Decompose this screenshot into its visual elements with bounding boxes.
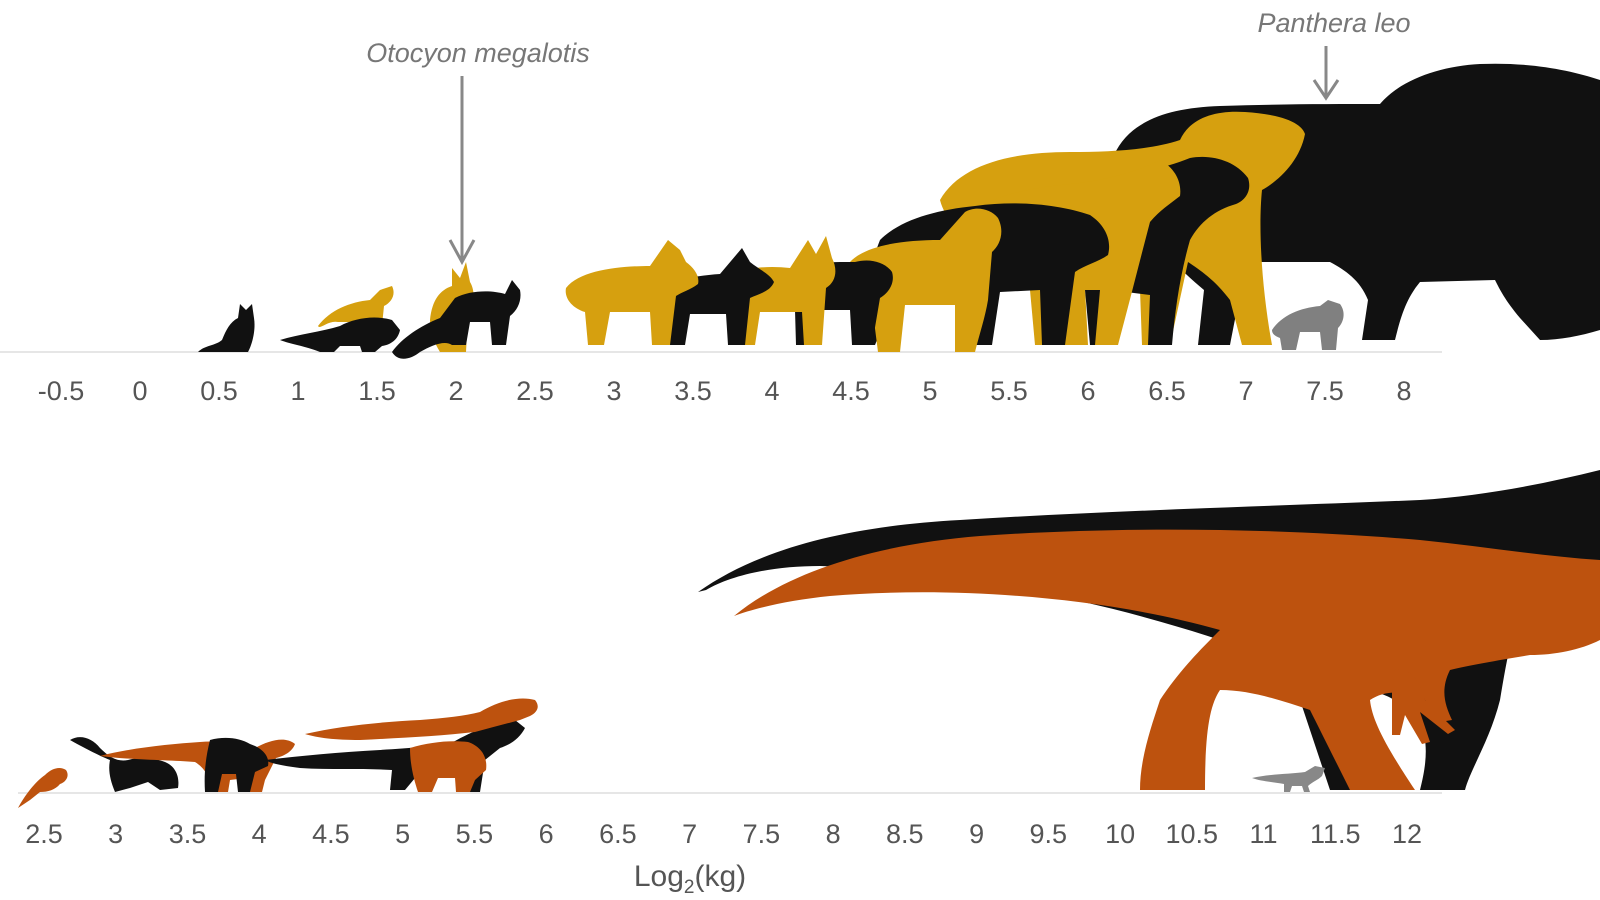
theropod-hand-orange-silhouette <box>1392 669 1455 744</box>
tick-label: 4 <box>764 376 779 406</box>
tick-label: 6.5 <box>599 819 637 849</box>
caracal-gold-silhouette <box>719 236 836 345</box>
tick-label: 1.5 <box>358 376 396 406</box>
tick-label: 6.5 <box>1148 376 1186 406</box>
annotation-otocyon-label: Otocyon megalotis <box>366 38 590 68</box>
tick-label: 3.5 <box>169 819 207 849</box>
tick-label: 5 <box>922 376 937 406</box>
tick-label: 0 <box>132 376 147 406</box>
tick-label: 5.5 <box>456 819 494 849</box>
tick-label: 11.5 <box>1310 819 1361 849</box>
tick-label: 4 <box>252 819 267 849</box>
x-axis-label-subscript: 2 <box>684 877 695 898</box>
gold-canid-middle-silhouette <box>844 208 1002 352</box>
bottom-panel: 2.5 3 3.5 4 4.5 5 5.5 6 6.5 7 7.5 8 8.5 9 9.5 10 10.5 11 1… <box>18 470 1600 898</box>
tiny-grey-dinosaur-silhouette <box>1252 766 1325 792</box>
raptor-orange-top-silhouette <box>305 698 538 740</box>
tick-label: 2.5 <box>516 376 554 406</box>
theropod-orange-silhouette <box>734 529 1600 790</box>
tick-label: 0.5 <box>200 376 238 406</box>
jackal-gold-silhouette <box>565 240 699 345</box>
tick-label: 4.5 <box>832 376 870 406</box>
tick-label: -0.5 <box>38 376 85 406</box>
tick-label: 10 <box>1105 819 1135 849</box>
tick-label: 7.5 <box>1306 376 1344 406</box>
tick-label: 3.5 <box>674 376 712 406</box>
tick-label: 5 <box>395 819 410 849</box>
tick-label: 7 <box>682 819 697 849</box>
x-axis-label: Log2(kg) <box>634 860 746 898</box>
raptor-black-cluster-silhouette <box>70 737 179 792</box>
tick-label: 7.5 <box>743 819 781 849</box>
bottom-axis-ticks: 2.5 3 3.5 4 4.5 5 5.5 6 6.5 7 7.5 8 8.5 9 9.5 10 10.5 11 1… <box>25 819 1422 849</box>
tick-label: 3 <box>108 819 123 849</box>
tick-label: 8.5 <box>886 819 924 849</box>
tick-label: 6 <box>539 819 554 849</box>
tick-label: 8 <box>826 819 841 849</box>
annotation-otocyon-arrow <box>448 76 476 266</box>
tick-label: 5.5 <box>990 376 1028 406</box>
tick-label: 2.5 <box>25 819 63 849</box>
top-panel: Otocyon megalotis Panthera leo <box>0 8 1600 406</box>
tick-label: 9 <box>969 819 984 849</box>
annotation-panthera-arrow <box>1312 46 1340 101</box>
top-axis-ticks: -0.5 0 0.5 1 1.5 2 2.5 3 3.5 4 4.5 5 5.5 6 6.5 7 7.5 8 <box>38 376 1412 406</box>
annotation-panthera-label: Panthera leo <box>1257 8 1410 38</box>
tick-label: 1 <box>290 376 305 406</box>
raptor-orange-1-silhouette <box>18 767 68 808</box>
raptor-orange-front-silhouette <box>410 741 487 792</box>
tick-label: 8 <box>1396 376 1411 406</box>
grey-cub-silhouette <box>1272 300 1344 350</box>
tick-label: 2 <box>448 376 463 406</box>
tick-label: 4.5 <box>312 819 350 849</box>
raptor-black-mid-silhouette <box>204 737 269 792</box>
raptor-black-long-silhouette <box>265 720 525 792</box>
tick-label: 3 <box>606 376 621 406</box>
tick-label: 9.5 <box>1030 819 1068 849</box>
jackal-black-silhouette <box>649 248 774 345</box>
mongoose-black-silhouette <box>280 317 400 352</box>
tick-label: 11 <box>1249 819 1277 849</box>
tick-label: 6 <box>1080 376 1095 406</box>
tick-label: 7 <box>1238 376 1253 406</box>
tick-label: 12 <box>1392 819 1422 849</box>
x-axis-label-base: Log <box>634 860 684 893</box>
small-cat-black-silhouette <box>198 304 255 352</box>
fox-black-silhouette <box>392 280 521 359</box>
tick-label: 10.5 <box>1166 819 1219 849</box>
x-axis-label-unit: (kg) <box>694 860 746 893</box>
